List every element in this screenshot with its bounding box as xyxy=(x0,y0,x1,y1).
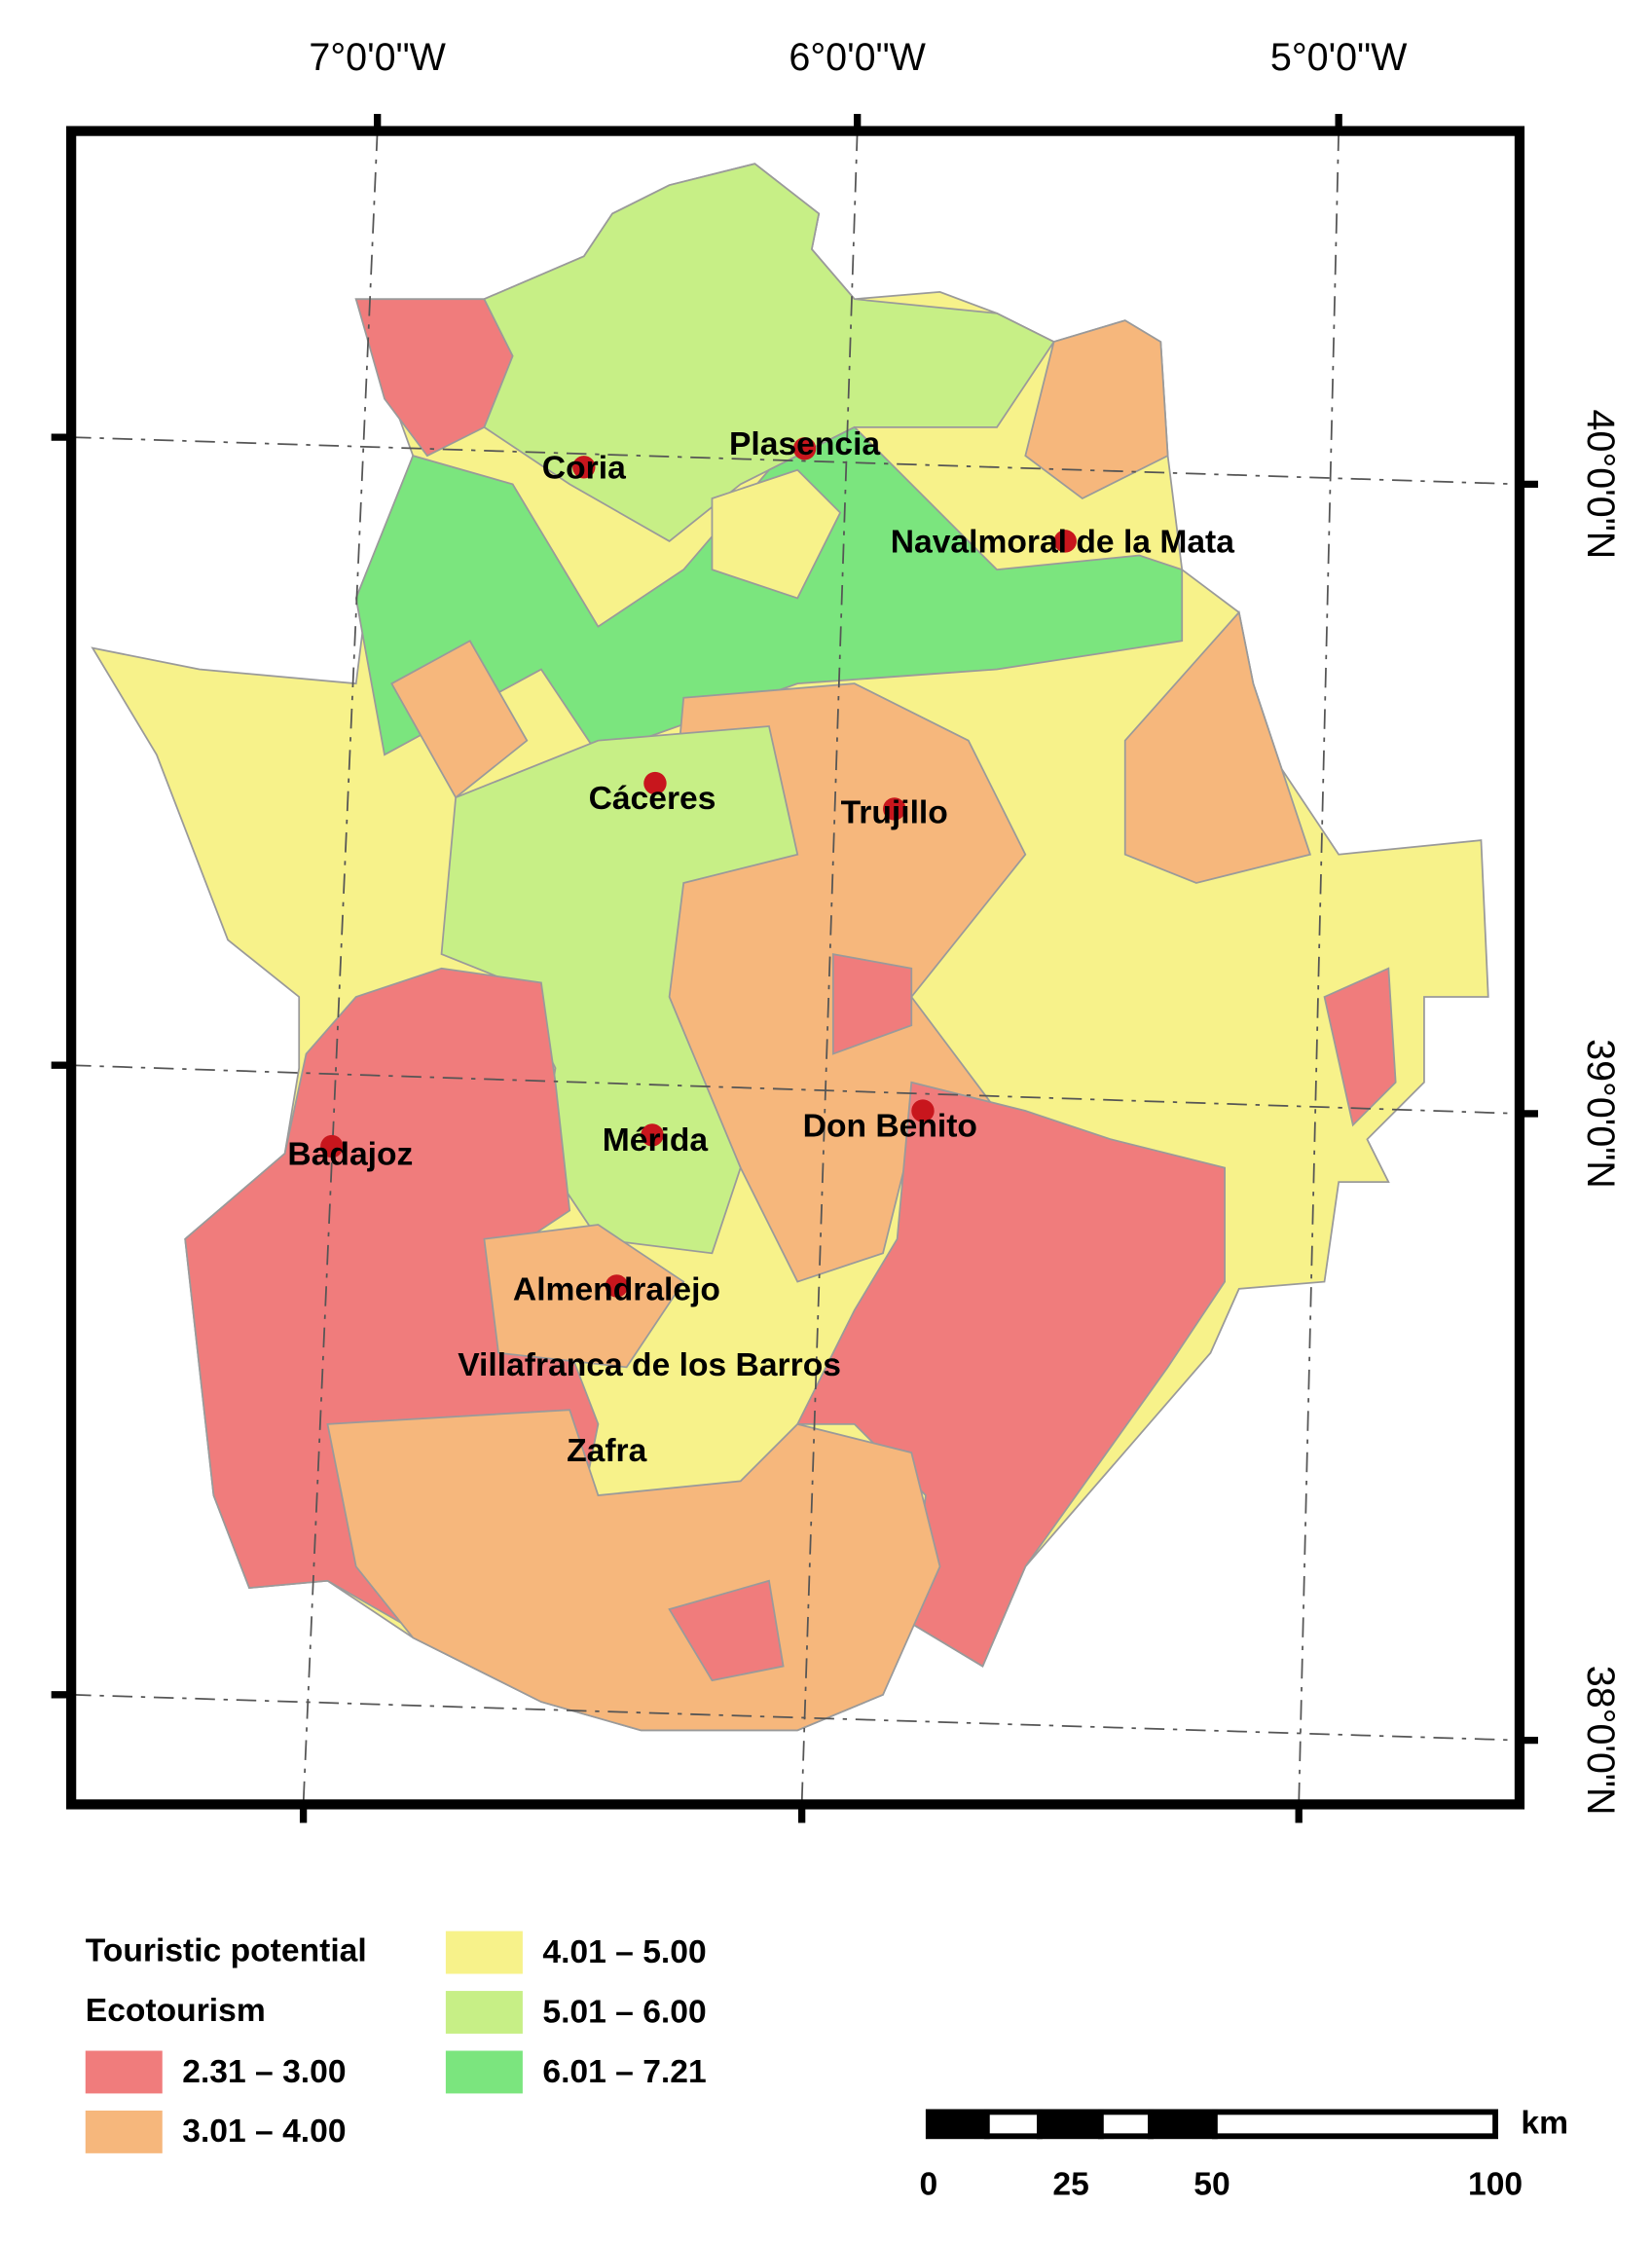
city-label: Plasencia xyxy=(729,426,880,462)
city-label: Almendralejo xyxy=(513,1272,720,1308)
scale-label: 0 xyxy=(919,2166,937,2202)
frame-ticks xyxy=(51,114,1538,1823)
legend-swatch xyxy=(85,2110,163,2153)
latitude-label: 40°0'0"N xyxy=(1579,410,1622,560)
city-marker xyxy=(572,456,596,479)
city-marker xyxy=(320,1134,344,1158)
region xyxy=(668,1579,785,1682)
scale-segment xyxy=(1097,2109,1154,2140)
graticule-line xyxy=(800,130,859,1805)
city-label: Badajoz xyxy=(287,1137,413,1173)
graticule-line xyxy=(71,1693,1520,1742)
city-marker xyxy=(792,437,817,460)
legend-subtitle: Ecotourism xyxy=(86,1993,266,2029)
region xyxy=(1123,610,1312,884)
scale-segment xyxy=(1037,2109,1104,2140)
scale-segment xyxy=(983,2109,1043,2140)
region-layer xyxy=(91,163,1489,1732)
city-marker xyxy=(911,1099,935,1122)
city-label: Navalmoral de la Mata xyxy=(891,525,1235,561)
region xyxy=(711,468,842,600)
scale-segment xyxy=(1148,2109,1218,2140)
region xyxy=(1024,319,1169,500)
region xyxy=(326,1409,941,1732)
map-frame xyxy=(66,126,1525,1810)
city-label: Coria xyxy=(542,451,626,487)
legend-label: 6.01 – 7.21 xyxy=(542,2054,706,2090)
overlay: 7°0'0"W 6°0'0"W 5°0'0"W 40°0'0"N 39°0'0"N 38°… xyxy=(86,36,1622,2202)
legend-swatch xyxy=(445,1930,523,1974)
city-label: Trujillo xyxy=(841,795,948,831)
city-marker xyxy=(641,1123,664,1147)
legend-title: Touristic potential xyxy=(86,1932,367,1968)
graticule-line xyxy=(71,436,1520,486)
city-label: Mérida xyxy=(603,1122,709,1158)
city-marker xyxy=(883,797,906,821)
scale-label: 25 xyxy=(1052,2166,1088,2202)
scale-label: 100 xyxy=(1468,2166,1523,2202)
graticule-line xyxy=(1298,130,1340,1805)
region xyxy=(795,1081,1226,1668)
legend-label: 5.01 – 6.00 xyxy=(542,1994,706,2030)
city-label: Zafra xyxy=(567,1433,647,1469)
legend-label: 2.31 – 3.00 xyxy=(182,2054,346,2090)
graticule-line xyxy=(71,1064,1520,1115)
scale-segment xyxy=(1211,2109,1499,2140)
city-label: Villafranca de los Barros xyxy=(458,1347,841,1383)
region xyxy=(483,1224,685,1369)
city-marker xyxy=(1053,530,1077,553)
region xyxy=(390,640,529,799)
legend-swatch xyxy=(85,2050,163,2094)
latitude-label: 39°0'0"N xyxy=(1579,1039,1622,1189)
longitude-label: 5°0'0"W xyxy=(1270,36,1408,79)
city-marker xyxy=(643,771,667,795)
scale-unit: km xyxy=(1521,2105,1568,2141)
legend-label: 3.01 – 4.00 xyxy=(182,2114,346,2150)
region xyxy=(831,953,913,1055)
graticule-line xyxy=(302,130,379,1805)
latitude-label: 38°0'0"N xyxy=(1579,1666,1622,1816)
scale-segment xyxy=(925,2109,990,2140)
city-label: Cáceres xyxy=(589,781,716,817)
legend-label: 4.01 – 5.00 xyxy=(542,1934,706,1970)
legend-swatch xyxy=(445,1991,523,2034)
region xyxy=(483,163,1055,542)
city-label: Don Benito xyxy=(803,1108,977,1144)
legend-swatch xyxy=(445,2050,523,2094)
longitude-label: 7°0'0"W xyxy=(309,36,446,79)
scale-label: 50 xyxy=(1193,2166,1230,2202)
graticule xyxy=(71,130,1520,1805)
longitude-label: 6°0'0"W xyxy=(789,36,926,79)
region xyxy=(354,298,514,458)
city-marker xyxy=(605,1274,629,1298)
region xyxy=(1323,967,1397,1127)
